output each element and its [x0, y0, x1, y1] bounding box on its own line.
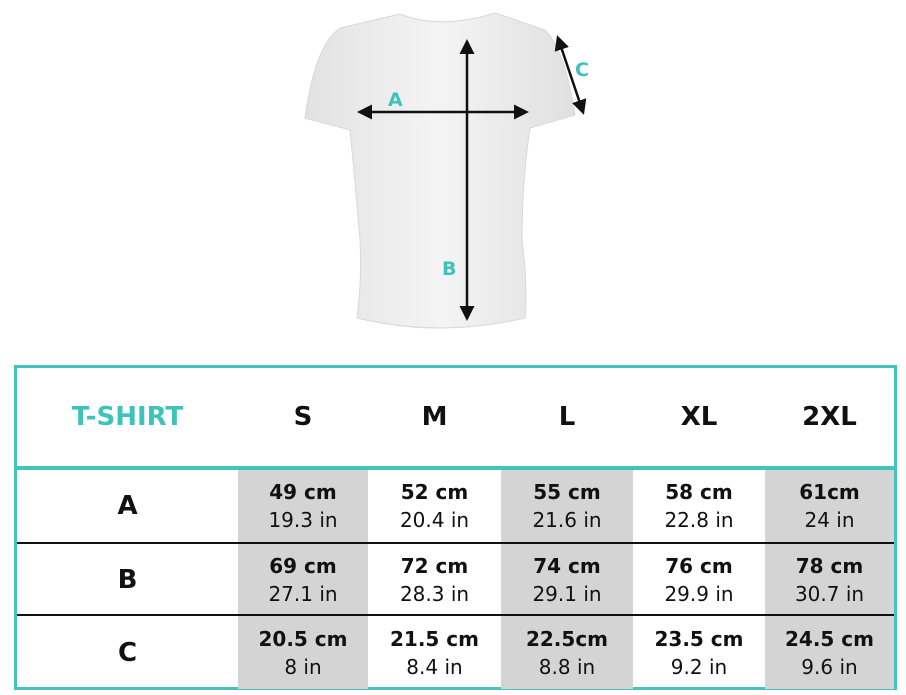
cm-value: 58 cm: [665, 480, 733, 504]
inch-value: 8 in: [284, 654, 322, 679]
cm-value: 20.5 cm: [258, 626, 348, 651]
size-header-m: M: [421, 402, 448, 432]
tshirt-image: [304, 12, 576, 329]
measurement-cell: 76 cm 29.9 in: [633, 544, 765, 616]
inch-value: 22.8 in: [664, 508, 734, 532]
row-label: A: [117, 491, 138, 521]
cm-value: 52 cm: [400, 480, 469, 504]
cm-value: 76 cm: [665, 554, 733, 578]
table-row-c: C 20.5 cm 8 in 21.5 cm 8.4 in 22.5cm 8.8 in 23.…: [17, 614, 894, 689]
row-label: C: [117, 637, 138, 668]
inch-value: 28.3 in: [399, 582, 470, 606]
inch-value: 9.2 in: [670, 654, 728, 679]
cm-value: 78 cm: [795, 554, 864, 578]
cm-value: 55 cm: [533, 480, 601, 504]
inch-value: 30.7 in: [794, 582, 865, 606]
inch-value: 20.4 in: [399, 508, 470, 532]
inch-value: 27.1 in: [268, 582, 338, 606]
table-title: T-SHIRT: [71, 402, 184, 432]
measurement-cell: 78 cm 30.7 in: [765, 544, 894, 616]
label-a: A: [388, 89, 403, 111]
measurement-cell: 21.5 cm 8.4 in: [368, 616, 501, 689]
measurement-cell: 74 cm 29.1 in: [501, 544, 633, 616]
table-row-b: B 69 cm 27.1 in 72 cm 28.3 in 74 cm 29.1 in 76 …: [17, 542, 894, 616]
measurement-cell: 61cm 24 in: [765, 470, 894, 542]
inch-value: 8.8 in: [538, 654, 596, 679]
size-chart-table: T-SHIRT S M L XL 2XL A 49 cm 19.3 in 52 cm 2…: [14, 365, 897, 690]
measurement-cell: 22.5cm 8.8 in: [501, 616, 633, 689]
measurement-cell: 49 cm 19.3 in: [238, 470, 368, 542]
inch-value: 8.4 in: [406, 654, 463, 679]
measurement-cell: 20.5 cm 8 in: [238, 616, 368, 689]
label-b: B: [442, 258, 456, 280]
cm-value: 49 cm: [269, 480, 337, 504]
cm-value: 74 cm: [533, 554, 601, 578]
inch-value: 9.6 in: [801, 654, 858, 679]
measurement-cell: 58 cm 22.8 in: [633, 470, 765, 542]
measurement-cell: 72 cm 28.3 in: [368, 544, 501, 616]
measurement-cell: 69 cm 27.1 in: [238, 544, 368, 616]
measurement-cell: 55 cm 21.6 in: [501, 470, 633, 542]
label-c: C: [575, 59, 589, 81]
measure-arrow-c: [554, 35, 587, 115]
cm-value: 22.5cm: [525, 626, 609, 651]
tshirt-measurement-diagram: A B C: [304, 12, 589, 329]
size-header-2xl: 2XL: [802, 402, 857, 432]
inch-value: 29.9 in: [664, 582, 734, 606]
size-header-row: T-SHIRT S M L XL 2XL: [17, 368, 894, 470]
cm-value: 61cm: [799, 480, 860, 504]
cm-value: 72 cm: [400, 554, 469, 578]
cm-value: 21.5 cm: [389, 626, 479, 651]
size-header-l: L: [558, 402, 576, 432]
row-label: B: [117, 565, 138, 595]
size-header-s: S: [293, 402, 313, 432]
inch-value: 21.6 in: [532, 508, 602, 532]
size-header-xl: XL: [680, 402, 718, 432]
table-row-a: A 49 cm 19.3 in 52 cm 20.4 in 55 cm 21.6 in 58 …: [17, 470, 894, 542]
measurement-cell: 24.5 cm 9.6 in: [765, 616, 894, 689]
inch-value: 29.1 in: [532, 582, 602, 606]
inch-value: 19.3 in: [268, 508, 338, 532]
cm-value: 24.5 cm: [784, 626, 874, 651]
measurement-cell: 52 cm 20.4 in: [368, 470, 501, 542]
cm-value: 23.5 cm: [654, 626, 744, 651]
measurement-cell: 23.5 cm 9.2 in: [633, 616, 765, 689]
cm-value: 69 cm: [269, 554, 337, 578]
inch-value: 24 in: [804, 508, 855, 532]
